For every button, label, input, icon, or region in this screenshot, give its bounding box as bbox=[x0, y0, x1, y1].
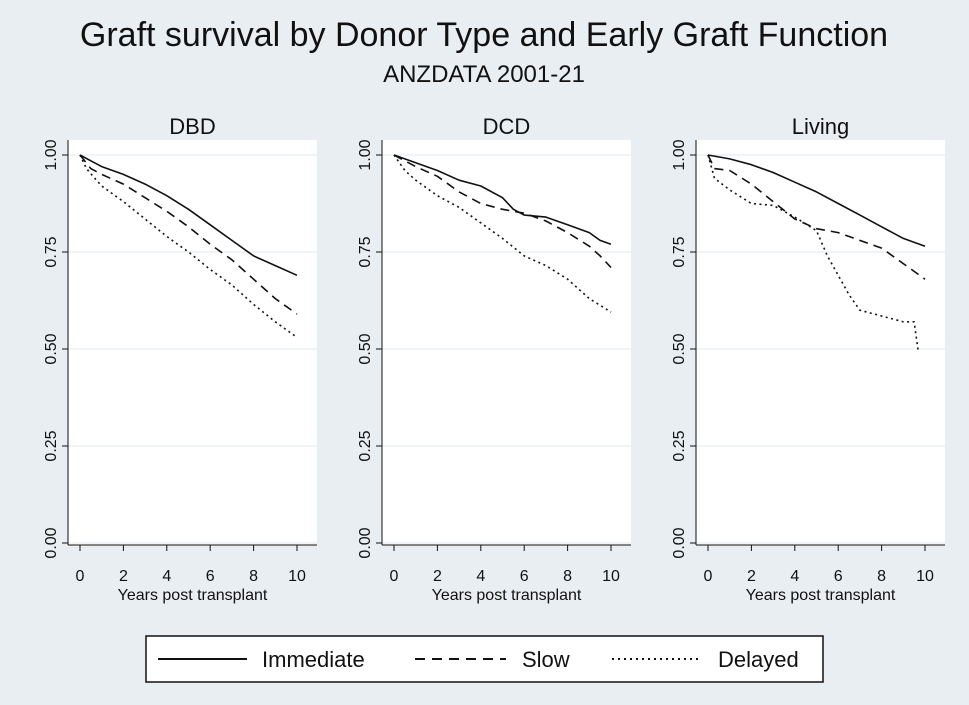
y-tick-label: 0.50 bbox=[671, 333, 688, 364]
y-tick-label: 0.50 bbox=[43, 333, 60, 364]
x-tick-label: 0 bbox=[704, 568, 713, 585]
x-axis-label: Years post transplant bbox=[746, 587, 896, 604]
series-line-immediate bbox=[707, 154, 926, 247]
x-tick-label: 4 bbox=[790, 568, 799, 585]
x-tick-label: 8 bbox=[563, 568, 572, 585]
x-tick-label: 8 bbox=[877, 568, 886, 585]
x-tick-label: 4 bbox=[162, 568, 171, 585]
x-tick-label: 0 bbox=[76, 568, 85, 585]
plot-area bbox=[382, 140, 631, 545]
panel-dbd: DBD 0.00 0.25 0.50 0.75 1.00 0 2 4 6 8 10 Years post… bbox=[43, 114, 317, 604]
x-tick-label: 6 bbox=[520, 568, 529, 585]
y-tick-label: 0.75 bbox=[43, 236, 60, 267]
plot-area bbox=[68, 140, 317, 545]
x-tick-label: 6 bbox=[206, 568, 215, 585]
y-tick-label: 1.00 bbox=[43, 139, 60, 170]
y-tick-label: 1.00 bbox=[357, 139, 374, 170]
x-tick-label: 2 bbox=[747, 568, 756, 585]
y-tick-label: 0.00 bbox=[43, 527, 60, 558]
y-tick-label: 0.75 bbox=[357, 236, 374, 267]
series-line-immediate bbox=[393, 154, 612, 245]
panel-title: DBD bbox=[169, 114, 215, 139]
panels: DBD 0.00 0.25 0.50 0.75 1.00 0 2 4 6 8 10 Years post… bbox=[43, 114, 945, 604]
panel-title: DCD bbox=[483, 114, 531, 139]
x-axis-label: Years post transplant bbox=[118, 587, 268, 604]
y-tick-label: 0.25 bbox=[671, 430, 688, 461]
x-tick-label: 2 bbox=[433, 568, 442, 585]
x-tick-label: 2 bbox=[119, 568, 128, 585]
x-tick-label: 0 bbox=[390, 568, 399, 585]
y-tick-label: 1.00 bbox=[671, 139, 688, 170]
x-tick-label: 10 bbox=[916, 568, 934, 585]
series-line-immediate bbox=[79, 154, 298, 277]
legend: Immediate Slow Delayed bbox=[145, 635, 824, 683]
y-tick-label: 0.00 bbox=[671, 527, 688, 558]
x-tick-label: 6 bbox=[834, 568, 843, 585]
y-tick-label: 0.25 bbox=[43, 430, 60, 461]
y-tick-label: 0.50 bbox=[357, 333, 374, 364]
y-tick-label: 0.00 bbox=[357, 527, 374, 558]
legend-label-immediate: Immediate bbox=[262, 647, 365, 672]
legend-label-slow: Slow bbox=[522, 647, 570, 672]
x-tick-label: 8 bbox=[249, 568, 258, 585]
y-tick-label: 0.75 bbox=[671, 236, 688, 267]
x-axis-label: Years post transplant bbox=[432, 587, 582, 604]
y-tick-label: 0.25 bbox=[357, 430, 374, 461]
x-tick-label: 10 bbox=[288, 568, 306, 585]
plot-area bbox=[696, 140, 945, 545]
chart-subtitle: ANZDATA 2001-21 bbox=[383, 61, 585, 88]
series-line-delayed bbox=[393, 154, 612, 313]
x-tick-label: 10 bbox=[602, 568, 620, 585]
panel-title: Living bbox=[792, 114, 849, 139]
legend-label-delayed: Delayed bbox=[718, 647, 799, 672]
chart-title: Graft survival by Donor Type and Early G… bbox=[80, 16, 888, 54]
panel-living: Living 0.00 0.25 0.50 0.75 1.00 0 2 4 6 8 10 Years p… bbox=[671, 114, 945, 604]
panel-dcd: DCD 0.00 0.25 0.50 0.75 1.00 0 2 4 6 8 10 Years post… bbox=[357, 114, 631, 604]
x-tick-label: 4 bbox=[476, 568, 485, 585]
